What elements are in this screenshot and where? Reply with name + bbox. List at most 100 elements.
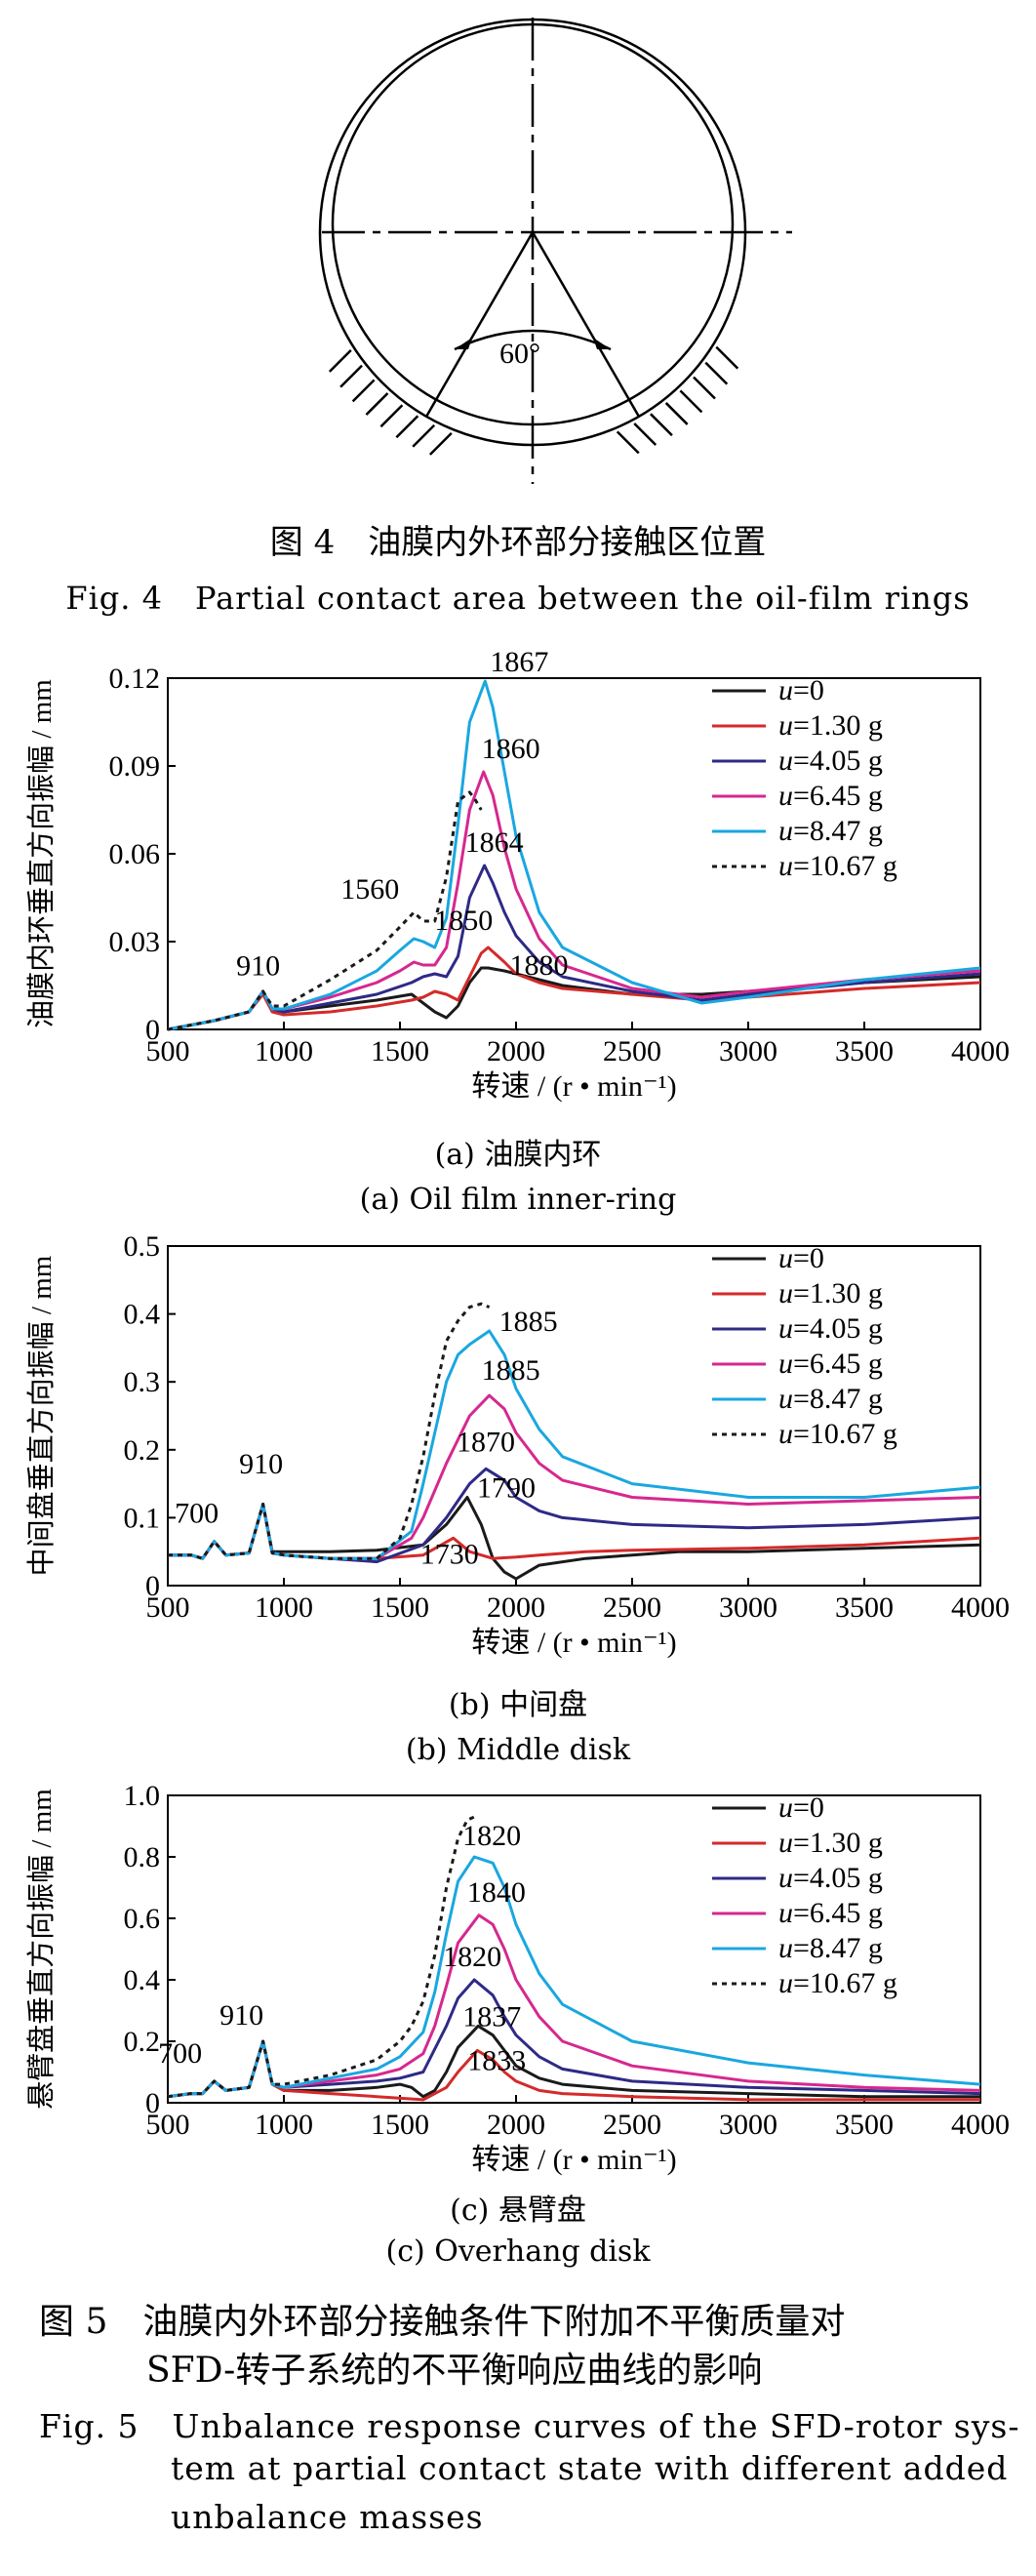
hatch-mark bbox=[633, 423, 657, 446]
series-line-5 bbox=[168, 1302, 491, 1560]
x-tick-label: 2500 bbox=[603, 1591, 661, 1624]
peak-annotation: 1560 bbox=[340, 873, 399, 906]
x-tick-label: 1000 bbox=[255, 2109, 313, 2141]
hatch-mark bbox=[339, 364, 363, 388]
peak-annotation: 1790 bbox=[477, 1472, 536, 1505]
legend-entry: u=0 bbox=[778, 674, 824, 706]
legend-entry: u=1.30 g bbox=[778, 1277, 883, 1309]
x-axis-label: 转速 / (r • min⁻¹) bbox=[471, 2144, 676, 2176]
peak-annotation: 700 bbox=[158, 2037, 202, 2070]
legend-entry: u=8.47 g bbox=[778, 815, 883, 847]
hatch-mark bbox=[412, 423, 436, 448]
series-line-4 bbox=[167, 679, 981, 1031]
x-tick-label: 500 bbox=[146, 1591, 190, 1624]
series-line-1 bbox=[167, 946, 981, 1031]
x-tick-label: 1000 bbox=[255, 1591, 313, 1624]
x-tick-label: 2000 bbox=[487, 1591, 545, 1624]
subcaption-c-cn: (c) 悬臂盘 bbox=[450, 2194, 586, 2228]
x-tick-label: 500 bbox=[146, 2109, 190, 2141]
x-tick-label: 500 bbox=[146, 1035, 190, 1067]
peak-annotation: 1867 bbox=[490, 646, 548, 678]
contact-line-left bbox=[424, 231, 535, 418]
fig5-caption-en-line3: unbalance masses bbox=[171, 2498, 484, 2536]
peak-annotation: 1880 bbox=[509, 949, 568, 982]
fig5-caption-en-line2: tem at partial contact state with differ… bbox=[171, 2449, 1009, 2487]
x-tick-label: 1500 bbox=[371, 1591, 429, 1624]
y-tick-label: 0.4 bbox=[124, 1964, 161, 1996]
hatch-mark bbox=[379, 404, 404, 428]
legend-entry: u=4.05 g bbox=[778, 1312, 883, 1345]
legend-entry: u=10.67 g bbox=[778, 1418, 897, 1450]
x-tick-label: 2000 bbox=[487, 1035, 545, 1067]
peak-annotation: 910 bbox=[239, 1448, 283, 1480]
y-axis-label: 油膜内环垂直方向振幅 / mm bbox=[25, 679, 58, 1028]
y-tick-label: 0.2 bbox=[124, 1434, 161, 1467]
y-tick-label: 0.09 bbox=[109, 750, 161, 783]
x-tick-label: 4000 bbox=[951, 2109, 1010, 2141]
fig4-caption-en: Fig. 4 Partial contact area between the … bbox=[65, 580, 971, 617]
legend-entry: u=1.30 g bbox=[778, 709, 883, 742]
hatch-mark bbox=[693, 376, 716, 400]
legend-entry: u=6.45 g bbox=[778, 1348, 883, 1380]
hatch-mark bbox=[365, 392, 389, 416]
subcaption-a-cn: (a) 油膜内环 bbox=[434, 1138, 602, 1172]
peak-annotation: 1840 bbox=[467, 1876, 526, 1909]
subcaption-b-en: (b) Middle disk bbox=[405, 1733, 631, 1767]
series-line-0 bbox=[168, 1496, 981, 1581]
angle-arc bbox=[454, 329, 612, 351]
subcaption-c-en: (c) Overhang disk bbox=[385, 2234, 651, 2269]
y-tick-label: 0.6 bbox=[124, 1903, 161, 1935]
y-tick-label: 0.1 bbox=[124, 1502, 161, 1534]
hatch-mark bbox=[395, 415, 419, 439]
fig5-caption-cn-line1: 图 5 油膜内外环部分接触条件下附加不平衡质量对 bbox=[39, 2302, 846, 2342]
chart-panel-c: 500 1000 1500 2000 2500 3000 3500 4000 0 0.2 0.4 0.… bbox=[25, 1780, 1010, 2176]
legend-entry: u=8.47 g bbox=[778, 1383, 883, 1415]
peak-annotation: 1833 bbox=[467, 2044, 526, 2076]
series-line-4 bbox=[168, 1329, 981, 1560]
peak-annotation: 1837 bbox=[462, 2000, 521, 2033]
x-tick-label: 1000 bbox=[255, 1035, 313, 1067]
arrow-right bbox=[593, 338, 611, 349]
x-tick-label: 2500 bbox=[603, 1035, 661, 1067]
plot-frame bbox=[167, 1794, 981, 2104]
x-tick-label: 2000 bbox=[487, 2109, 545, 2141]
peak-annotation: 1860 bbox=[482, 733, 540, 765]
peak-annotation: 1820 bbox=[443, 1941, 501, 1973]
y-tick-label: 0.12 bbox=[109, 663, 161, 695]
x-tick-label: 3500 bbox=[835, 1035, 894, 1067]
y-tick-label: 0.06 bbox=[109, 838, 161, 870]
x-tick-label: 4000 bbox=[951, 1591, 1010, 1624]
hatch-mark bbox=[351, 379, 376, 403]
y-tick-label: 0.3 bbox=[124, 1366, 161, 1398]
x-tick-label: 3000 bbox=[719, 1035, 777, 1067]
legend-entry: u=1.30 g bbox=[778, 1827, 883, 1859]
x-tick-label: 3500 bbox=[835, 2109, 894, 2141]
x-axis-label: 转速 / (r • min⁻¹) bbox=[471, 1070, 676, 1103]
hatch-mark bbox=[664, 402, 689, 425]
angle-label: 60° bbox=[499, 338, 540, 370]
peak-annotation: 700 bbox=[175, 1497, 219, 1529]
fig4-caption-cn: 图 4 油膜内外环部分接触区位置 bbox=[269, 523, 767, 562]
y-tick-label: 0.8 bbox=[124, 1841, 161, 1873]
legend-entry: u=4.05 g bbox=[778, 745, 883, 777]
legend-entry: u=0 bbox=[778, 1791, 824, 1824]
hatch-mark bbox=[715, 345, 739, 370]
y-tick-label: 0.03 bbox=[109, 926, 161, 958]
x-tick-label: 2500 bbox=[603, 2109, 661, 2141]
y-tick-label: 0 bbox=[145, 2087, 160, 2119]
peak-annotation: 1820 bbox=[462, 1820, 521, 1852]
hatch-mark bbox=[616, 430, 640, 455]
peak-annotation: 910 bbox=[236, 950, 280, 983]
series-line-5 bbox=[167, 1815, 475, 2099]
peak-annotation: 1885 bbox=[499, 1306, 558, 1338]
peak-annotation: 1864 bbox=[465, 826, 524, 859]
legend-entry: u=10.67 g bbox=[778, 850, 897, 882]
x-tick-label: 3500 bbox=[835, 1591, 894, 1624]
legend-entry: u=10.67 g bbox=[778, 1967, 897, 1999]
x-tick-label: 1500 bbox=[371, 1035, 429, 1067]
fig4-diagram: 60° bbox=[318, 18, 792, 484]
legend-entry: u=8.47 g bbox=[778, 1932, 883, 1964]
hatch-mark bbox=[704, 361, 729, 385]
contact-hatching bbox=[328, 345, 739, 456]
y-tick-label: 0 bbox=[145, 1014, 160, 1046]
